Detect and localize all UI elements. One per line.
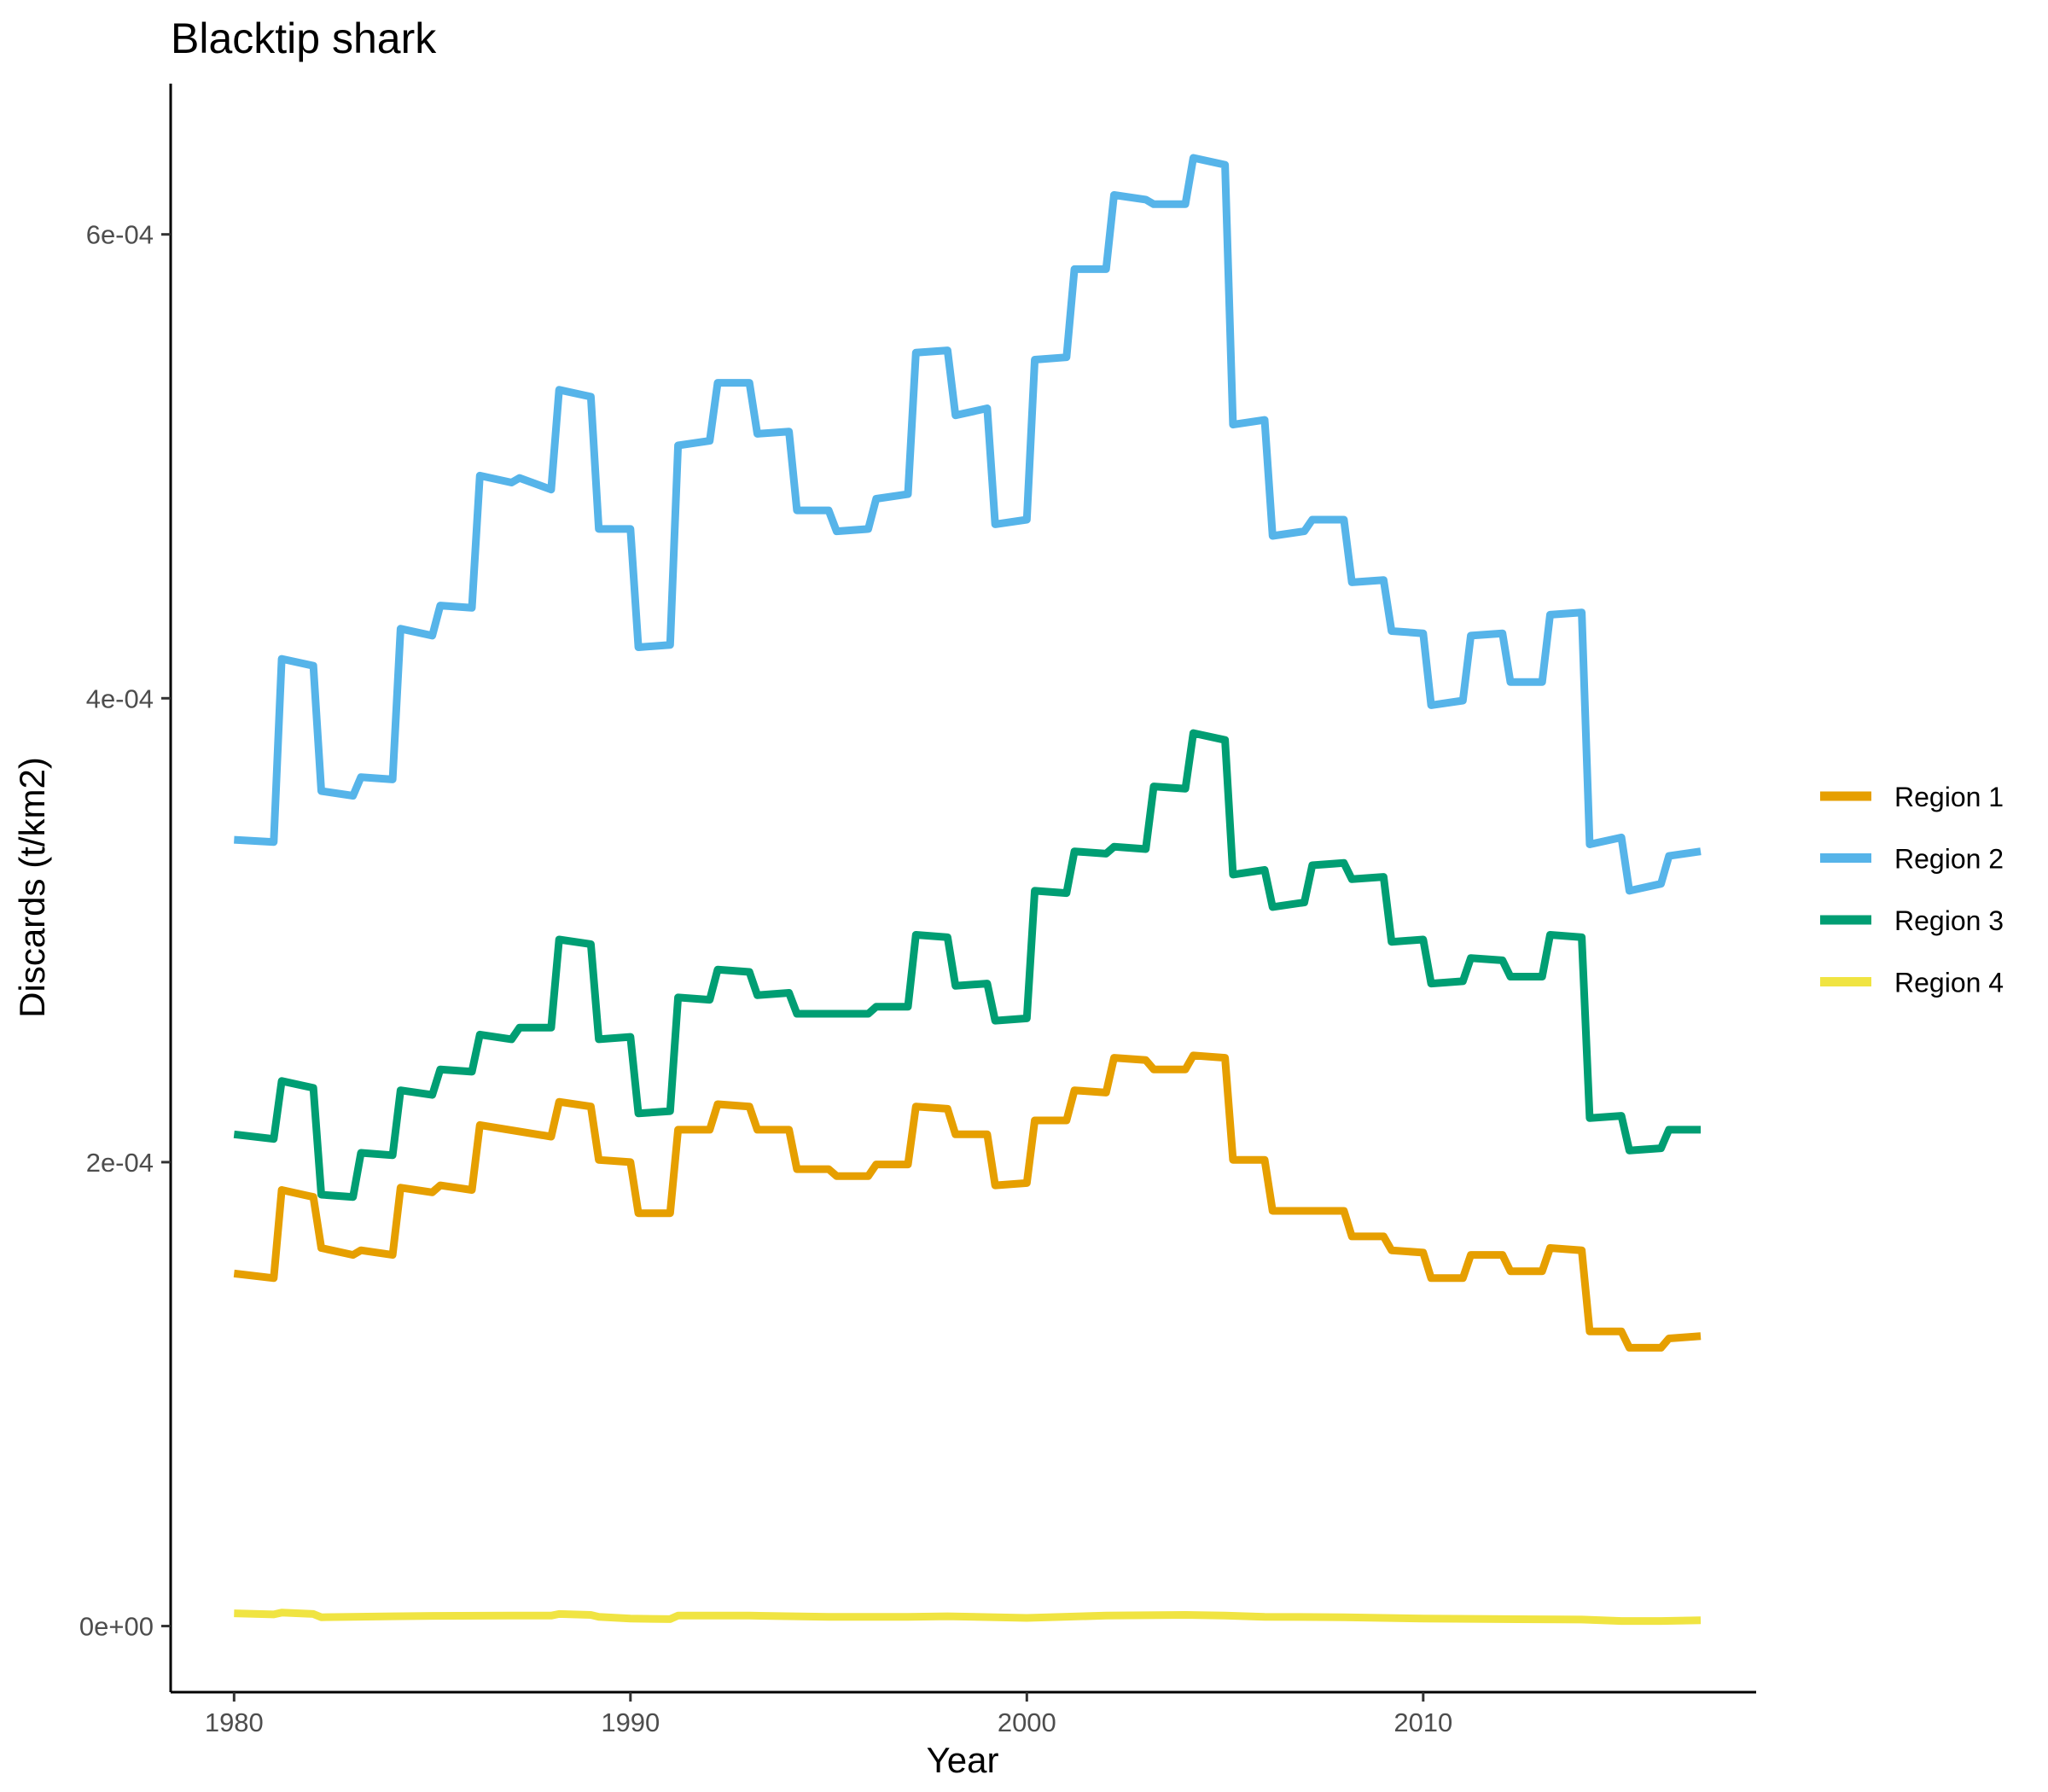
y-axis-ticks: 0e+00 2e-04 4e-04 6e-04	[79, 220, 171, 1642]
series-line-region-4	[234, 1609, 1702, 1626]
series-line-region-3	[233, 729, 1701, 1201]
plot-area	[233, 154, 1702, 1626]
x-axis-title: Year	[927, 1740, 999, 1780]
legend-label-region-1: Region 1	[1894, 782, 2004, 812]
x-axis-ticks: 1980 1990 2000 2010	[205, 1692, 1452, 1737]
y-axis-title: Discards (t/km2)	[12, 757, 52, 1018]
x-tick-label: 2000	[998, 1708, 1056, 1737]
x-tick-label: 1980	[205, 1708, 264, 1737]
y-tick-label: 4e-04	[86, 684, 154, 713]
legend-label-region-3: Region 3	[1894, 905, 2004, 936]
chart-title: Blacktip shark	[171, 15, 437, 62]
y-tick-label: 6e-04	[86, 220, 154, 250]
series-line-region-1	[233, 1051, 1702, 1352]
legend-label-region-4: Region 4	[1894, 968, 2004, 998]
y-tick-label: 2e-04	[86, 1148, 154, 1178]
legend: Region 1 Region 2 Region 3 Region 4	[1820, 782, 2004, 998]
legend-label-region-2: Region 2	[1894, 844, 2004, 875]
x-tick-label: 1990	[601, 1708, 660, 1737]
series-line-region-2	[234, 154, 1702, 895]
y-tick-label: 0e+00	[79, 1612, 154, 1642]
x-tick-label: 2010	[1393, 1708, 1452, 1737]
